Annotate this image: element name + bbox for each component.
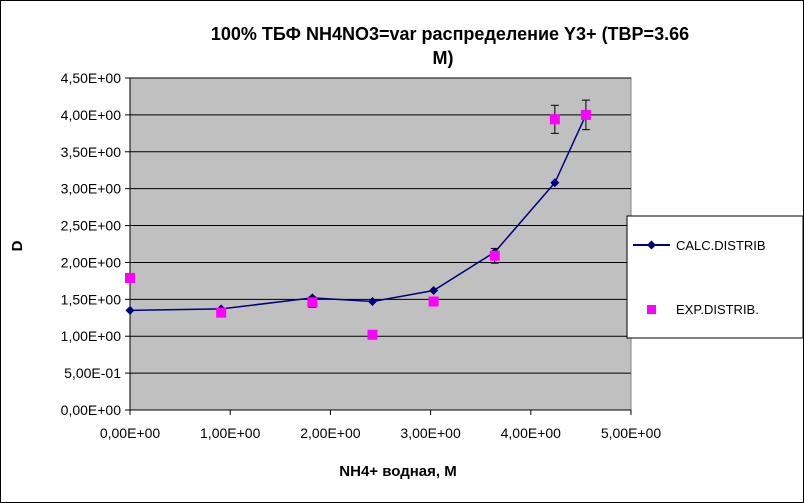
x-tick-label: 3,00E+00: [400, 425, 461, 441]
axes: [125, 77, 632, 415]
gridlines: [130, 77, 631, 374]
y-tick-label: 1,00E+00: [61, 328, 122, 344]
legend-calc-label: CALC.DISTRIB: [676, 238, 766, 253]
exp-distrib-point: [367, 329, 378, 340]
y-tick-label: 1,50E+00: [61, 291, 122, 307]
x-tick-label: 4,00E+00: [501, 425, 562, 441]
exp-distrib-point: [307, 297, 318, 308]
legend-exp-marker: [647, 305, 656, 314]
x-tick-label: 1,00E+00: [200, 425, 261, 441]
exp-distrib-point: [125, 272, 135, 283]
legend: CALC.DISTRIB EXP.DISTRIB.: [626, 215, 804, 339]
y-tick-label: 0,00E+00: [61, 402, 122, 418]
y-tick-label: 4,00E+00: [61, 107, 122, 123]
legend-box: [626, 215, 804, 339]
calc-distrib-line: [129, 114, 587, 312]
x-tick-label: 5,00E+00: [601, 425, 662, 441]
legend-exp-label: EXP.DISTRIB.: [676, 302, 759, 317]
chart-title-line-2: М): [433, 48, 454, 68]
exp-distrib-point: [216, 307, 227, 318]
y-tick-label: 5,00E-01: [64, 365, 121, 381]
plot-area: [129, 77, 632, 411]
y-tick-label: 3,00E+00: [61, 181, 122, 197]
exp-distrib-point: [549, 114, 560, 125]
calc-distrib-point: [550, 178, 560, 188]
calc-distrib-point: [367, 297, 377, 307]
y-tick-label: 3,50E+00: [61, 144, 122, 160]
series-layer: [125, 99, 591, 340]
y-tick-label: 2,50E+00: [61, 218, 122, 234]
calc-distrib-point: [429, 285, 439, 295]
y-tick-label: 2,00E+00: [61, 254, 122, 270]
x-axis-title: NH4+ водная, М: [339, 463, 456, 480]
exp-distrib-point: [580, 109, 591, 120]
calc-distrib-point: [125, 305, 135, 315]
tick-labels: 0,00E+00 5,00E-01 1,00E+00 1,50E+00 2,00E+00…: [61, 70, 662, 441]
legend-calc-marker: [647, 240, 656, 250]
exp-distrib-point: [428, 296, 439, 307]
x-tick-label: 0,00E+00: [100, 425, 161, 441]
exp-distrib-point: [489, 250, 500, 261]
x-tick-label: 2,00E+00: [300, 425, 361, 441]
y-axis-title: D: [9, 240, 26, 251]
chart-title-line-1: 100% ТБФ NH4NO3=var распределение Y3+ (Т…: [211, 24, 689, 44]
y-tick-label: 4,50E+00: [61, 70, 122, 86]
